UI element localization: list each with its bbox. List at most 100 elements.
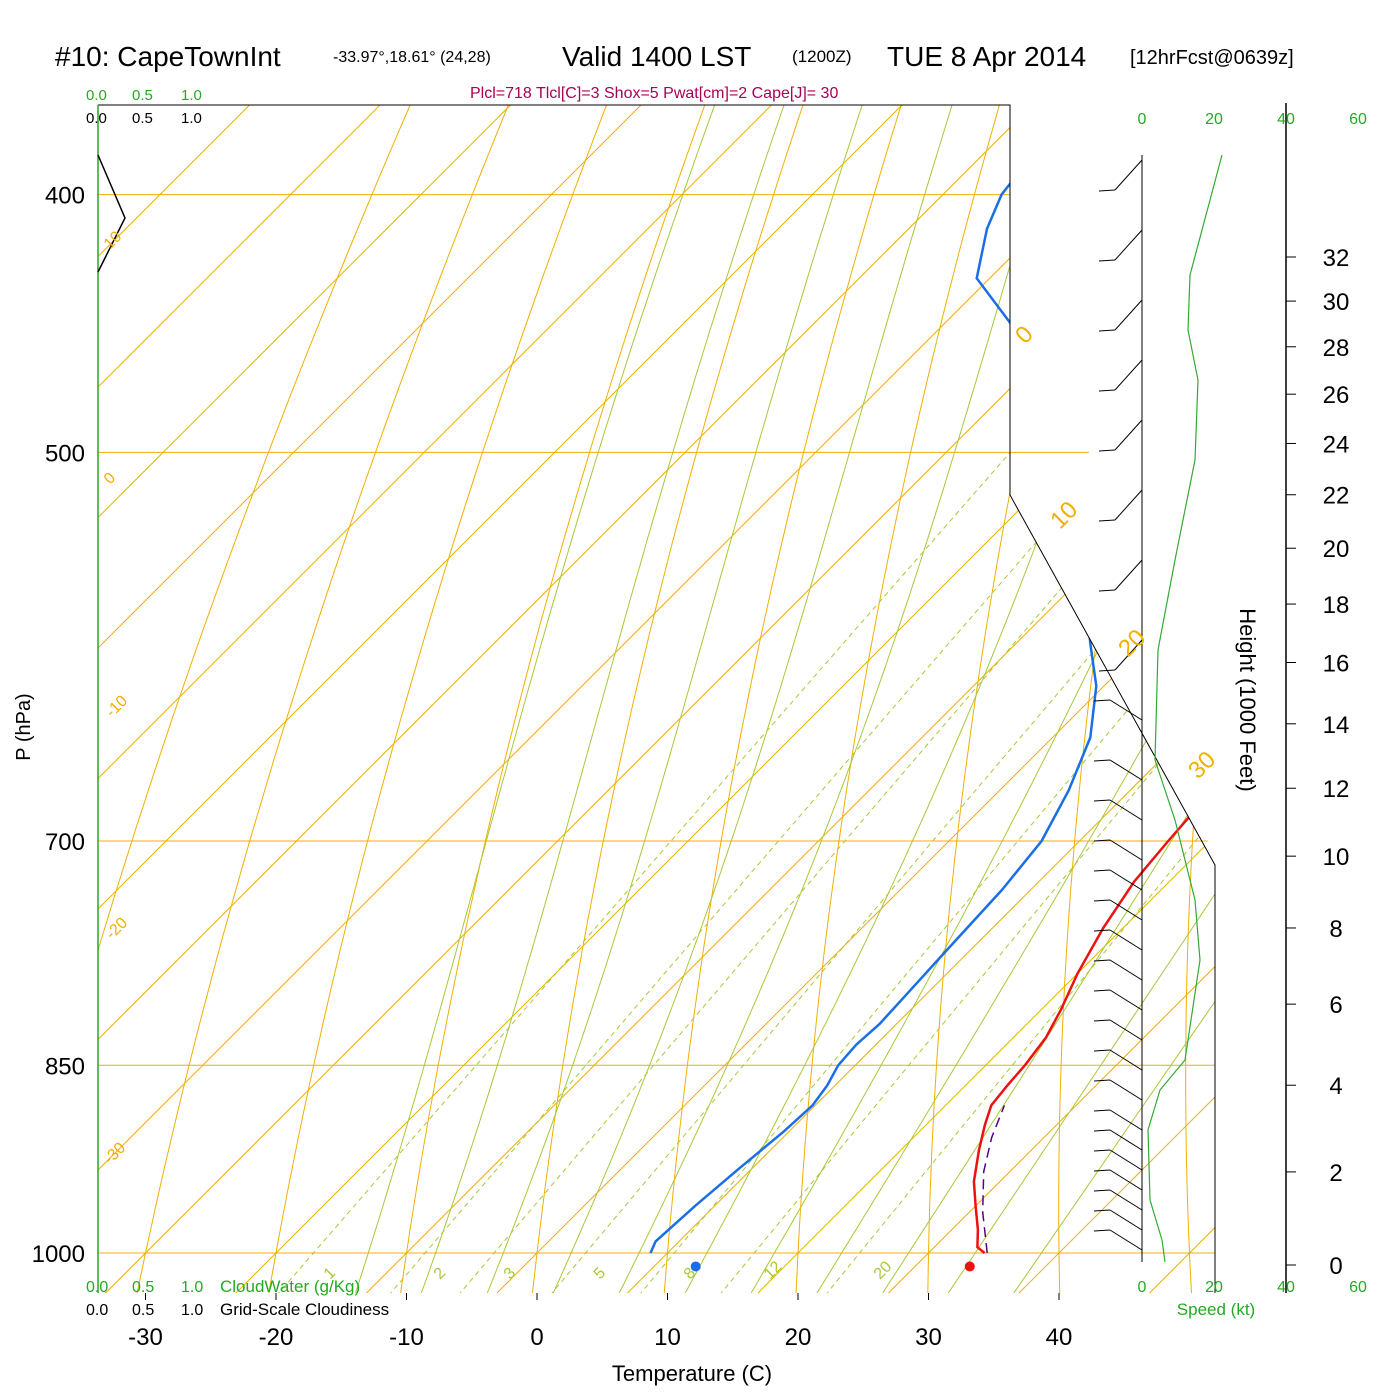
isotherm-line <box>98 105 1012 1293</box>
wind-barb <box>1109 1189 1143 1211</box>
dry-adiabat-line <box>794 105 1165 1293</box>
height-tick-label: 22 <box>1323 483 1350 510</box>
dry-adiabat-line <box>530 105 992 1293</box>
mixing-ratio-line <box>537 194 1215 1293</box>
parcel-profile <box>981 1105 1006 1254</box>
wind-barb-flag <box>1093 699 1111 702</box>
cloud-top-green-1: 0.5 <box>132 87 153 104</box>
height-tick-label: 6 <box>1329 992 1342 1019</box>
cloud-bottom-green-0: 0.0 <box>86 1279 108 1296</box>
moist-adiabat-line <box>349 105 916 1293</box>
wind-barb-flag <box>1093 799 1111 802</box>
isotherm-line <box>610 105 1215 1293</box>
isotherm-line <box>98 105 1215 1293</box>
isotherm-label: 10 <box>1045 496 1083 534</box>
wind-barb <box>1114 559 1143 591</box>
wind-barb-flag <box>1093 1189 1111 1192</box>
cloudiness-label: Grid-Scale Cloudiness <box>220 1300 389 1319</box>
temperature-axis-label: Temperature (C) <box>612 1361 772 1386</box>
moist-adiabat-line <box>806 105 1215 1293</box>
wind-barb <box>1109 799 1143 821</box>
pressure-tick-label: 1000 <box>32 1241 85 1268</box>
temperature-tick-label: 40 <box>1046 1324 1073 1351</box>
pressure-axis-label: P (hPa) <box>13 693 35 760</box>
wind-barb-flag <box>1093 1049 1111 1052</box>
isotherm-line <box>871 105 1215 1293</box>
wind-barbs <box>1093 159 1143 1251</box>
wind-barb-flag <box>1093 959 1111 962</box>
isotherm-label: 0 <box>101 469 119 487</box>
isotherm-line <box>741 105 1215 1293</box>
cloudiness-profile <box>97 154 126 273</box>
cloud-top-black-2: 1.0 <box>181 110 202 127</box>
height-tick-label: 10 <box>1323 844 1350 871</box>
isotherm-label: -20 <box>103 914 131 942</box>
moist-adiabat-line <box>936 105 1215 1293</box>
isotherm-line <box>98 105 751 1293</box>
isotherm-line <box>98 105 1142 1293</box>
height-tick-label: 2 <box>1329 1160 1342 1187</box>
temperature-tick-label: 30 <box>915 1324 942 1351</box>
temperature-tick-label: 0 <box>530 1324 543 1351</box>
wind-barb-flag <box>1093 869 1111 872</box>
temperature-tick-label: -30 <box>128 1324 163 1351</box>
stability-indices: Plcl=718 Tlcl[C]=3 Shox=5 Pwat[cm]=2 Cap… <box>470 85 838 102</box>
dry-adiabat-line <box>265 105 818 1293</box>
mixing-ratio-line <box>813 194 1215 1293</box>
station-coords: -33.97°,18.61° (24,28) <box>333 49 491 66</box>
wind-barb <box>1109 1049 1143 1071</box>
wind-barb-flag <box>1098 449 1116 452</box>
speed-top-tick: 40 <box>1277 111 1295 128</box>
wind-barb-flag <box>1098 189 1116 192</box>
speed-ticks: 0 20 40 600 20 40 60 <box>1138 111 1367 1296</box>
wind-barb-flag <box>1093 899 1111 902</box>
moist-adiabat-line <box>871 105 1215 1293</box>
wind-barb-flag <box>1093 1169 1111 1172</box>
dewpoint-surface-dot <box>690 1261 701 1272</box>
wind-barb-flag <box>1093 1109 1111 1112</box>
pressure-tick-label: 500 <box>45 440 85 467</box>
mixing-ratio-label: 5 <box>591 1264 609 1282</box>
dry-adiabat-line <box>927 105 1215 1293</box>
isotherm-line <box>98 105 1215 1293</box>
cloud-top-green-2: 1.0 <box>181 87 202 104</box>
cloud-top-green-0: 0.0 <box>86 87 107 104</box>
pressure-tick-label: 850 <box>45 1053 85 1080</box>
station-title: #10: CapeTownInt <box>55 41 281 72</box>
height-tick-label: 18 <box>1323 592 1350 619</box>
dry-adiabat-line <box>98 105 645 1293</box>
wind-barb-flag <box>1093 759 1111 762</box>
isotherm-label: 30 <box>1183 746 1221 784</box>
wind-barb-flag <box>1098 669 1116 672</box>
background-grid <box>98 105 1215 1293</box>
plot-frame <box>98 104 1216 1293</box>
wind-barb <box>1114 489 1143 521</box>
height-tick-label: 4 <box>1329 1073 1342 1100</box>
wind-barb <box>1109 1149 1143 1171</box>
moist-adiabat-line <box>741 105 1215 1293</box>
pressure-tick-label: 400 <box>45 183 85 210</box>
speed-top-tick: 60 <box>1349 111 1367 128</box>
utc-time: (1200Z) <box>792 47 852 66</box>
wind-barb <box>1109 869 1143 891</box>
pressure-tick-label: 700 <box>45 829 85 856</box>
speed-bottom-tick: 40 <box>1277 1279 1295 1296</box>
wind-barb-flag <box>1093 1209 1111 1212</box>
wind-barb <box>1114 299 1143 331</box>
speed-bottom-tick: 60 <box>1349 1279 1367 1296</box>
wind-barb-flag <box>1093 1229 1111 1232</box>
temperature-tick-label: -20 <box>259 1324 294 1351</box>
height-tick-label: 14 <box>1323 712 1350 739</box>
moist-adiabat-line <box>545 105 1127 1293</box>
height-tick-label: 32 <box>1323 245 1350 272</box>
wind-barb <box>1109 1079 1143 1101</box>
cloud-bottom-black-2: 1.0 <box>181 1302 203 1319</box>
cloud-bottom-green-1: 0.5 <box>132 1279 154 1296</box>
speed-bottom-tick: 0 <box>1138 1279 1147 1296</box>
mixing-ratio-label: 12 <box>761 1258 786 1283</box>
cloud-bottom-green-2: 1.0 <box>181 1279 203 1296</box>
temperature-surface-dot <box>964 1261 975 1272</box>
